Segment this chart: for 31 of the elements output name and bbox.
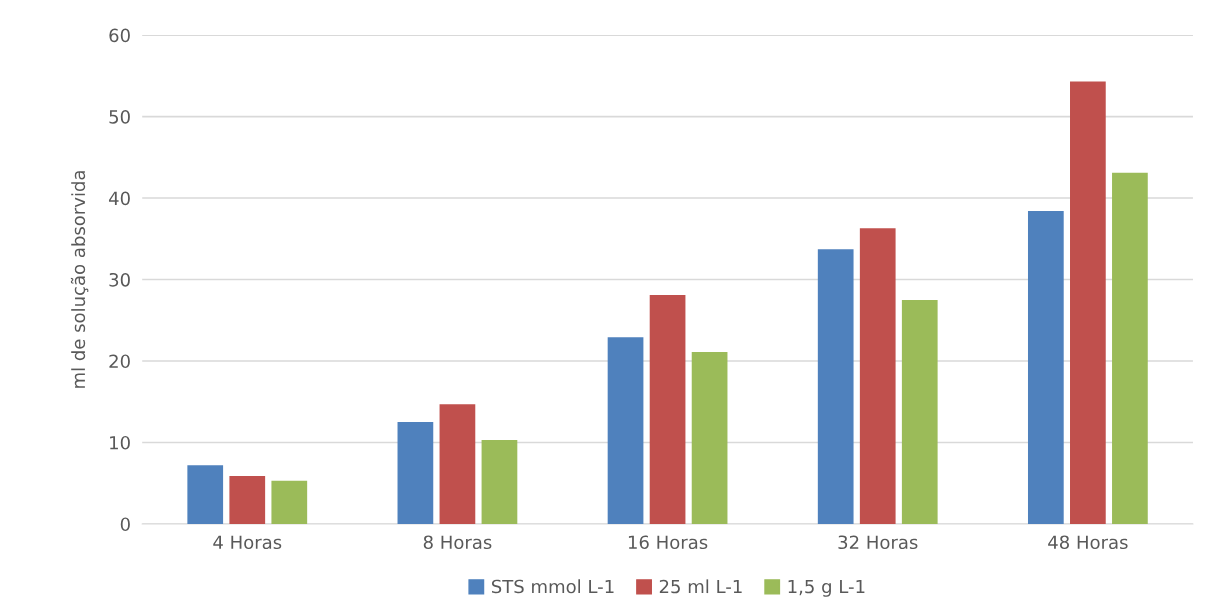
legend-label: 1,5 g L-1	[788, 579, 865, 597]
y-tick-label: 50	[109, 110, 130, 124]
y-tick-label: 60	[109, 28, 130, 43]
bar	[901, 299, 938, 524]
bar	[397, 422, 434, 524]
x-tick-label: 16 Horas	[628, 535, 708, 550]
y-axis-title: ml de solução absorvida	[70, 171, 89, 388]
bar	[1070, 81, 1106, 524]
legend-label: STS mmol L-1	[491, 579, 614, 594]
y-tick-label: 10	[110, 435, 130, 450]
bar	[481, 440, 518, 524]
x-tick-label: 48 Horas	[1048, 535, 1128, 550]
bar	[1112, 172, 1148, 524]
bar	[1027, 211, 1064, 524]
x-tick-label: 8 Horas	[423, 535, 492, 550]
bar	[859, 228, 896, 524]
bar	[691, 352, 728, 524]
bar	[187, 465, 224, 524]
y-tick-label: 0	[120, 517, 130, 532]
y-tick-label: 30	[109, 272, 130, 287]
bar	[649, 295, 686, 524]
bar	[229, 475, 266, 524]
bar	[817, 249, 854, 524]
x-tick-label: 32 Horas	[838, 535, 918, 550]
legend-label: 25 ml L-1	[659, 579, 742, 594]
bar	[439, 404, 476, 524]
y-tick-label: 40	[108, 191, 130, 206]
bar	[271, 480, 308, 524]
x-tick-label: 4 Horas	[213, 535, 282, 550]
bar	[607, 337, 644, 524]
y-tick-label: 20	[109, 354, 130, 369]
